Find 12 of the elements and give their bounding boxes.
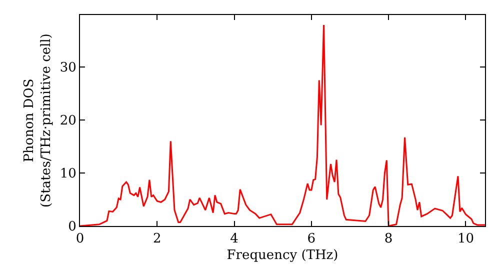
x-axis-title: Frequency (THz) <box>226 248 338 264</box>
y-tick-label: 20 <box>60 114 76 129</box>
y-tick-label: 10 <box>60 166 76 182</box>
x-tick-label: 6 <box>307 232 316 247</box>
x-tick-label: 10 <box>457 232 474 247</box>
line-series <box>80 24 485 226</box>
x-tick-label: 2 <box>153 232 162 247</box>
y-axis-title: Phonon DOS (States/THz·primitive cell) <box>22 33 54 208</box>
x-tick-label: 8 <box>384 232 393 247</box>
y-tick-label: 0 <box>68 220 76 235</box>
y-tick-label: 30 <box>60 60 76 76</box>
x-tick-label: 4 <box>230 232 238 247</box>
